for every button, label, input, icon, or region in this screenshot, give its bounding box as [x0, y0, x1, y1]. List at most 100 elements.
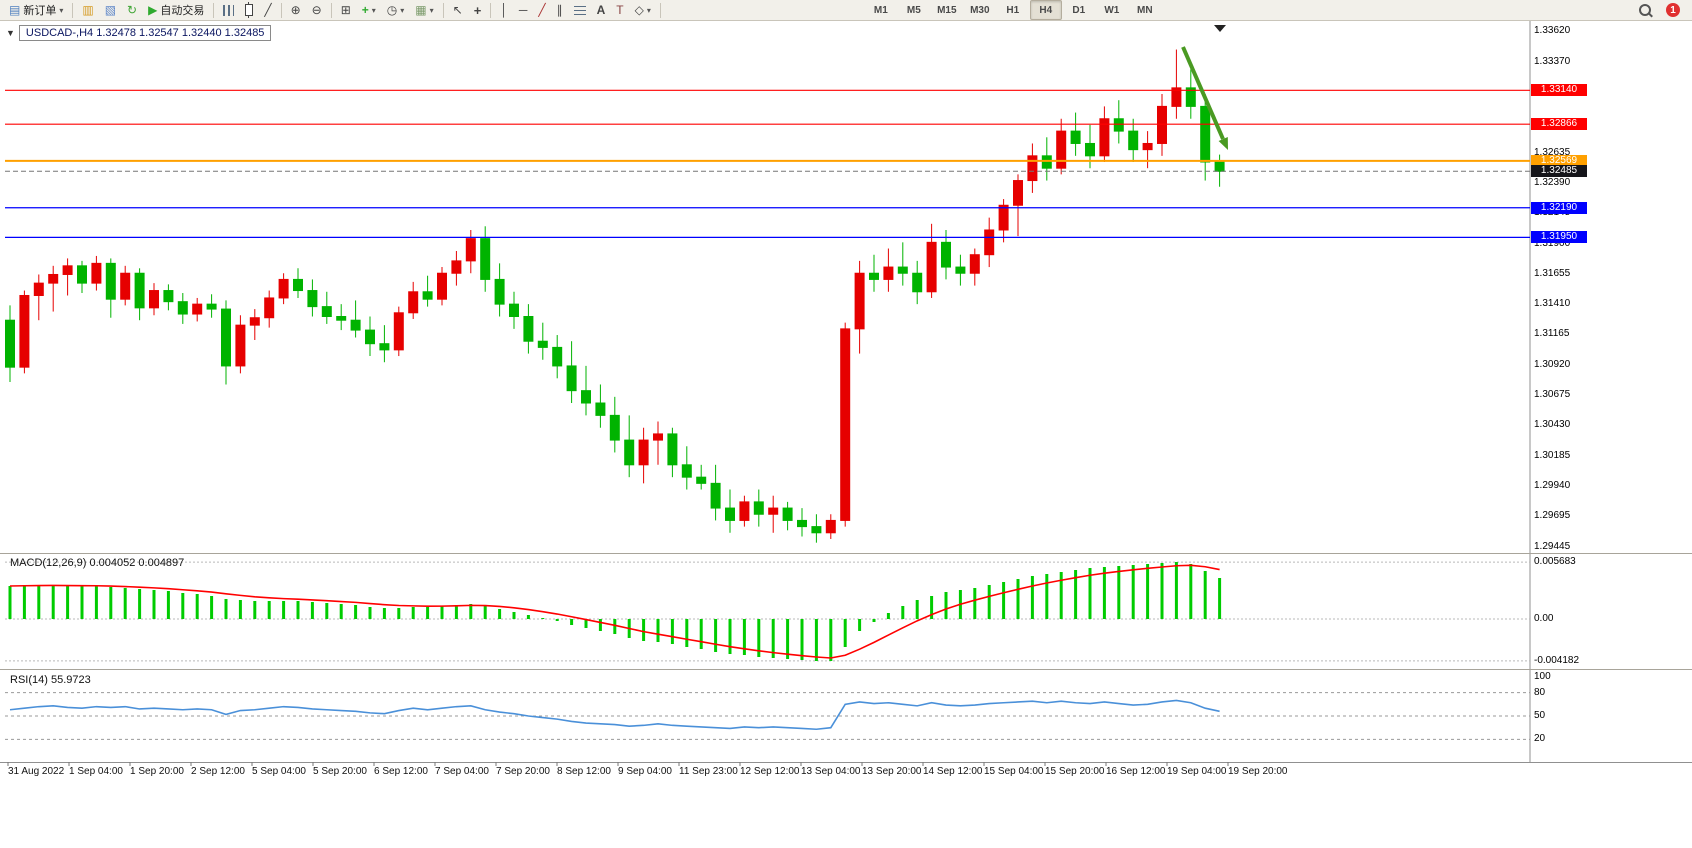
timeframe-button-mn[interactable]: MN — [1137, 4, 1153, 16]
horizontal-line-button[interactable]: ─ — [514, 0, 533, 20]
cursor-button[interactable]: ↖ — [448, 0, 468, 20]
shapes-button[interactable]: ◇ ▾ — [630, 0, 656, 20]
price-axis-label: 1.30185 — [1534, 449, 1571, 461]
timeframe-button-m30[interactable]: M30 — [970, 4, 990, 16]
candlesticks — [5, 49, 1225, 543]
new-order-icon: ▤ — [9, 3, 21, 17]
autotrading-button[interactable]: ▶ 自动交易 — [143, 0, 209, 20]
tile-windows-button[interactable]: ⊞ — [336, 0, 356, 20]
price-axis-label: 1.32390 — [1534, 177, 1571, 189]
indicators-button[interactable]: + ▾ — [357, 0, 381, 20]
price-axis-label: 1.30920 — [1534, 358, 1571, 370]
price-line-tag: 1.32866 — [1531, 118, 1587, 131]
notification-badge[interactable]: 1 — [1666, 3, 1680, 17]
tile-windows-icon: ⊞ — [340, 3, 351, 17]
bar-chart-icon — [223, 4, 235, 16]
date-axis-label: 9 Sep 04:00 — [618, 766, 672, 777]
crosshair-button[interactable]: + — [469, 0, 487, 20]
timeframe-button-d1[interactable]: D1 — [1072, 4, 1086, 16]
chevron-down-icon: ▾ — [371, 5, 376, 15]
price-axis-label: 1.31165 — [1534, 328, 1570, 340]
rsi-label: RSI(14) 55.9723 — [10, 674, 91, 686]
annotation-arrow — [1181, 46, 1228, 150]
macd-label: MACD(12,26,9) 0.004052 0.004897 — [10, 557, 185, 569]
text-icon: A — [596, 3, 606, 17]
macd-axis-label: 0.005683 — [1534, 556, 1576, 568]
chevron-down-icon: ▾ — [646, 5, 651, 15]
timeframe-toolbar: M1 M5 M15 M30 H1 H4 D1 W1 MN — [865, 0, 1161, 20]
zoom-out-button[interactable]: ⊖ — [307, 0, 327, 20]
horizontal-line-icon: ─ — [518, 3, 528, 17]
date-axis-label: 11 Sep 23:00 — [679, 766, 738, 777]
timeframe-button-m5[interactable]: M5 — [906, 4, 921, 16]
price-line-tag: 1.33140 — [1531, 84, 1587, 97]
one-click-trading-toggle[interactable]: ▼ — [6, 28, 15, 38]
autotrading-label: 自动交易 — [160, 5, 205, 17]
line-chart-icon: ╱ — [264, 3, 272, 17]
chevron-down-icon: ▾ — [59, 5, 64, 15]
date-axis-label: 6 Sep 12:00 — [374, 766, 428, 777]
toolbar-separator — [330, 2, 332, 18]
macd-axis-label: 0.00 — [1534, 613, 1554, 624]
text-button[interactable]: A — [592, 0, 611, 20]
price-axis-label: 1.32635 — [1534, 146, 1571, 158]
date-axis-label: 14 Sep 12:00 — [923, 766, 983, 777]
line-chart-button[interactable]: ╱ — [259, 0, 276, 20]
current-price-tag: 1.32485 — [1531, 165, 1587, 178]
rsi-panel — [5, 692, 1530, 740]
fibonacci-button[interactable] — [569, 0, 591, 20]
date-axis-label: 8 Sep 12:00 — [557, 766, 611, 777]
rsi-axis-label: 50 — [1534, 710, 1546, 721]
candlestick-chart-button[interactable] — [240, 0, 258, 20]
timeframe-button-m1[interactable]: M1 — [873, 4, 888, 16]
toolbar: ▤ 新订单 ▾ ▥ ▧ ↻ ▶ 自动交易 ╱ ⊕ — [0, 0, 1692, 21]
chart-ohlc-header: ▼ USDCAD-,H4 1.32478 1.32547 1.32440 1.3… — [6, 25, 272, 41]
date-axis-label: 1 Sep 04:00 — [69, 766, 123, 777]
date-axis-label: 13 Sep 04:00 — [801, 766, 861, 777]
timeframe-button-h1[interactable]: H1 — [1006, 4, 1020, 16]
price-axis-label: 1.31655 — [1534, 267, 1571, 279]
templates-icon: ▦ — [415, 3, 427, 17]
shapes-icon: ◇ — [634, 3, 644, 17]
timeframe-button-w1[interactable]: W1 — [1104, 4, 1120, 16]
chart-shift-marker-icon — [1214, 25, 1226, 32]
chart-frame — [0, 21, 1692, 763]
timeframe-button-h4[interactable]: H4 — [1029, 0, 1062, 20]
new-order-button[interactable]: ▤ 新订单 ▾ — [4, 0, 68, 20]
macd-axis-label: -0.004182 — [1534, 654, 1580, 666]
zoom-in-button[interactable]: ⊕ — [286, 0, 306, 20]
toolbar-separator — [659, 2, 661, 18]
toolbar-separator — [280, 2, 282, 18]
navigator-button[interactable]: ▧ — [100, 0, 121, 20]
market-watch-icon: ▥ — [82, 3, 94, 17]
price-axis-label: 1.31410 — [1534, 298, 1571, 310]
channel-button[interactable]: ∥ — [552, 0, 568, 20]
new-order-label: 新订单 — [23, 5, 57, 17]
periods-button[interactable]: ◷ ▾ — [382, 0, 410, 20]
toolbar-separator — [442, 2, 444, 18]
search-button[interactable] — [1634, 0, 1656, 20]
date-axis-label: 19 Sep 04:00 — [1167, 766, 1227, 777]
timeframe-button-m15[interactable]: M15 — [937, 4, 957, 16]
refresh-button[interactable]: ↻ — [122, 0, 142, 20]
text-label-button[interactable]: T — [611, 0, 628, 20]
trendline-button[interactable]: ╱ — [533, 0, 550, 20]
indicators-icon: + — [361, 3, 369, 17]
chevron-down-icon: ▾ — [400, 5, 405, 15]
date-axis-label: 5 Sep 04:00 — [252, 766, 306, 777]
macd-panel — [5, 561, 1530, 662]
rsi-axis-label: 100 — [1534, 671, 1551, 682]
date-axis-label: 2 Sep 12:00 — [191, 766, 245, 777]
price-line-tag: 1.32190 — [1531, 201, 1587, 214]
refresh-icon: ↻ — [127, 3, 138, 17]
date-axis-label: 15 Sep 20:00 — [1045, 766, 1105, 777]
templates-button[interactable]: ▦ ▾ — [410, 0, 438, 20]
price-axis-label: 1.30430 — [1534, 419, 1571, 431]
market-watch-button[interactable]: ▥ — [77, 0, 98, 20]
vertical-line-button[interactable]: │ — [495, 0, 513, 20]
bar-chart-button[interactable] — [218, 0, 239, 20]
channel-icon: ∥ — [556, 3, 563, 17]
